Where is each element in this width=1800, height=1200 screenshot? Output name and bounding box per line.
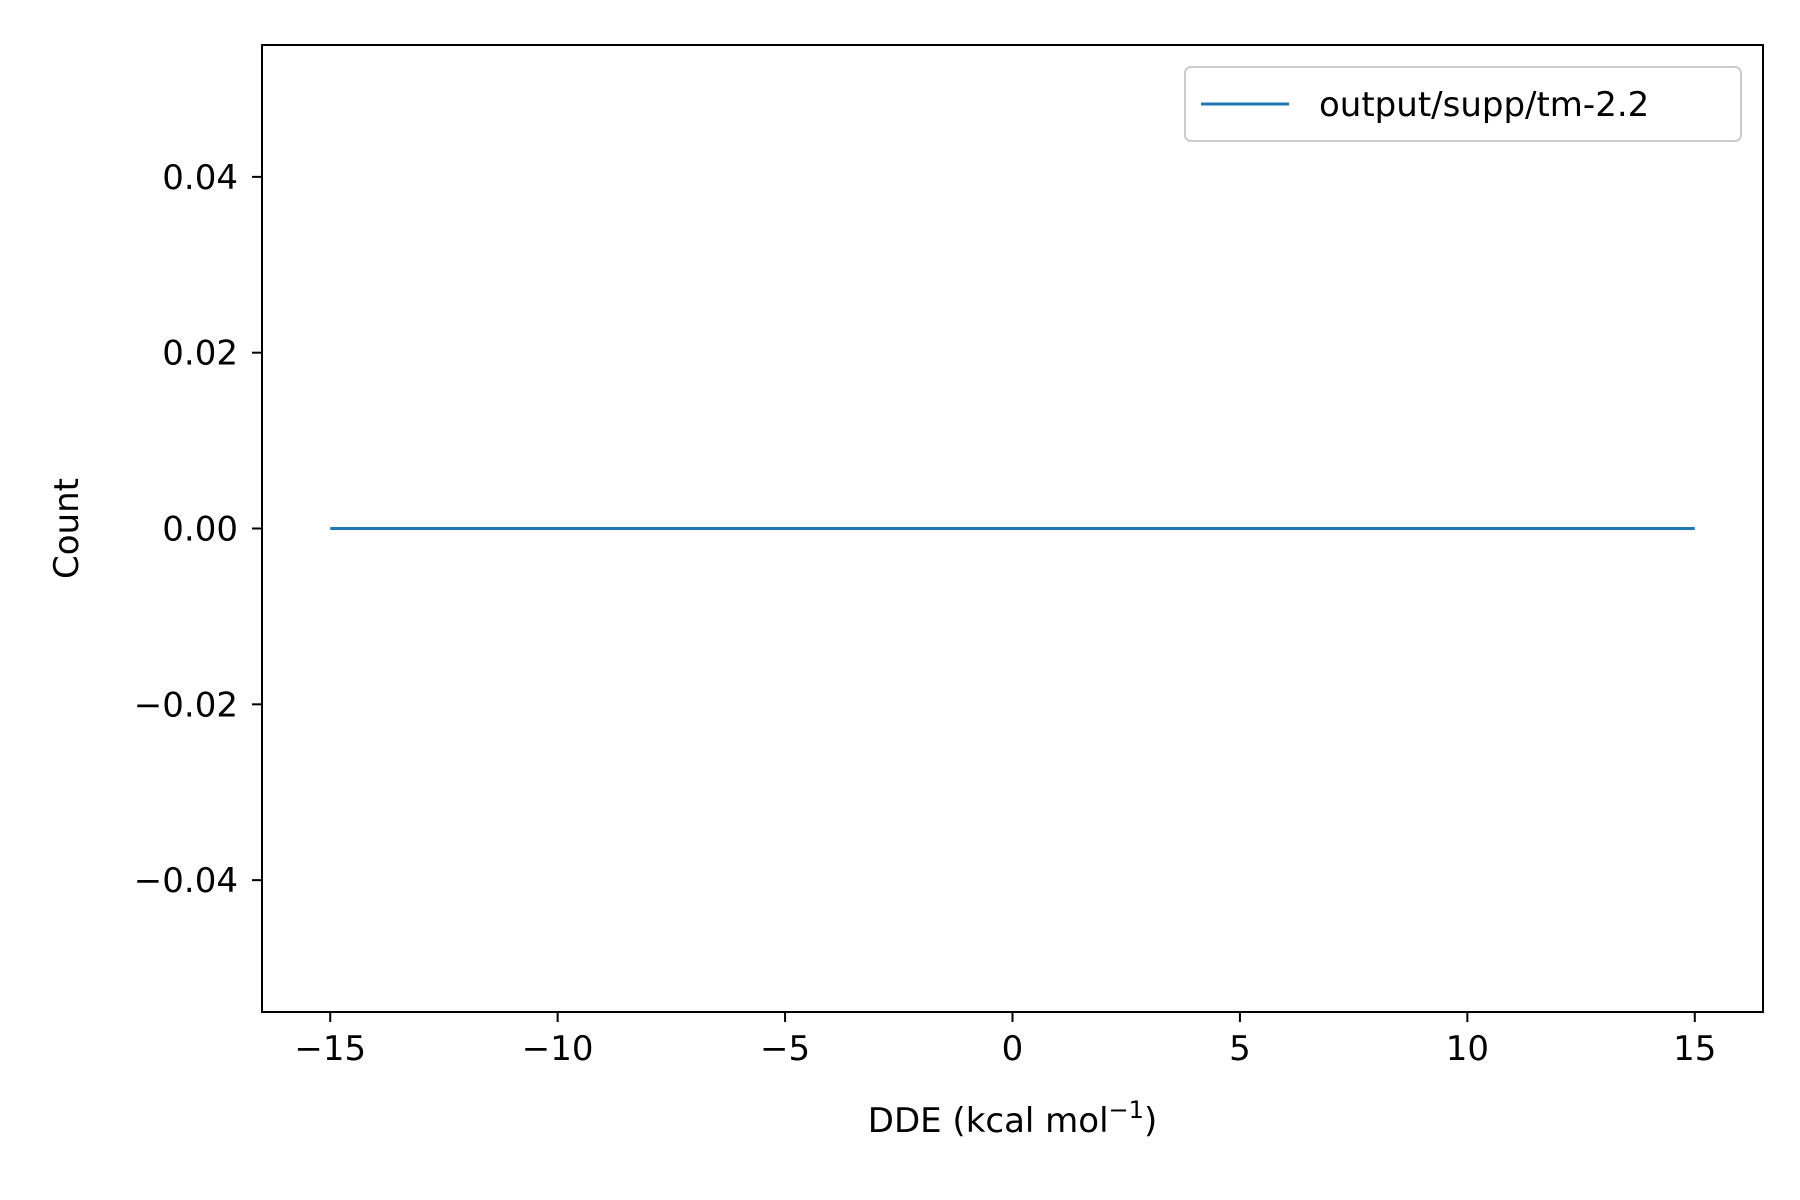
- x-tick-label: 15: [1673, 1029, 1716, 1069]
- y-tick-label: 0.04: [162, 158, 238, 198]
- legend-label: output/supp/tm-2.2: [1319, 85, 1649, 125]
- x-tick-label: −10: [522, 1029, 594, 1069]
- y-tick-label: 0.02: [162, 334, 238, 374]
- y-axis-label: Count: [47, 478, 87, 579]
- legend-box: [1184, 66, 1742, 142]
- x-tick-label: −15: [294, 1029, 366, 1069]
- x-axis-label-superscript: −1: [1109, 1096, 1144, 1124]
- y-axis: −0.04 −0.02 0.00 0.02 0.04: [134, 158, 262, 901]
- x-axis-label: DDE (kcal mol−1): [868, 1096, 1157, 1141]
- x-axis: −15 −10 −5 0 5 10 15: [294, 1012, 1716, 1069]
- y-tick-label: −0.04: [134, 861, 238, 901]
- x-axis-label-close: ): [1144, 1101, 1157, 1141]
- x-tick-label: 10: [1446, 1029, 1489, 1069]
- x-tick-label: 5: [1229, 1029, 1251, 1069]
- x-tick-label: 0: [1002, 1029, 1024, 1069]
- y-tick-label: 0.00: [162, 510, 238, 550]
- x-tick-label: −5: [760, 1029, 810, 1069]
- y-tick-label: −0.02: [134, 685, 238, 725]
- x-axis-label-main: DDE (kcal mol: [868, 1101, 1109, 1141]
- legend: output/supp/tm-2.2: [1184, 66, 1742, 142]
